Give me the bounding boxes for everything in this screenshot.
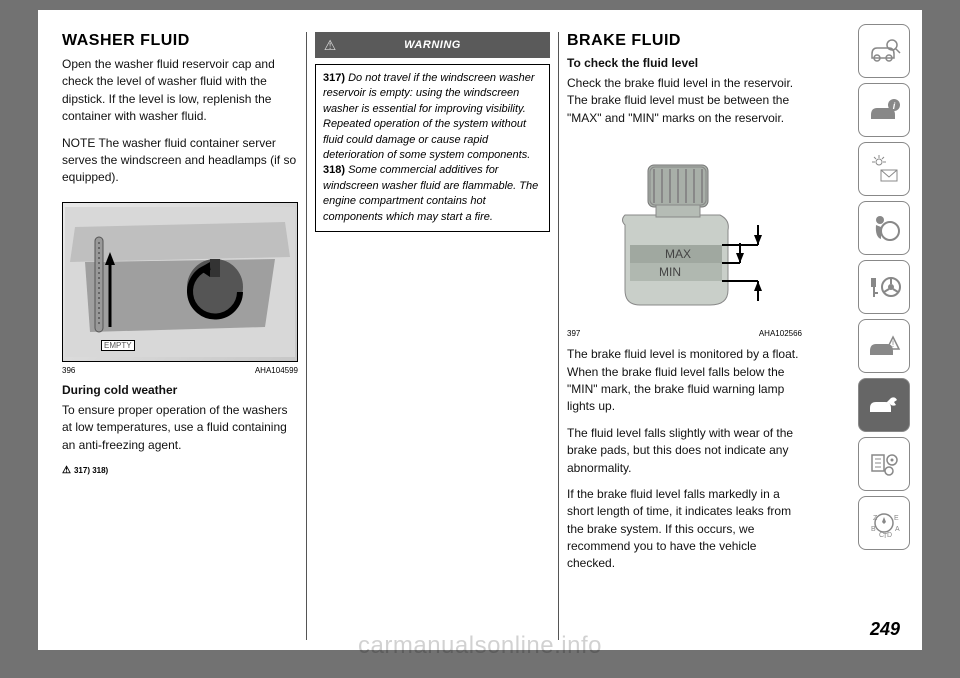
warning-number: 317) [323, 72, 345, 84]
warning-icon: ⚠ [315, 37, 345, 54]
warning-box: 317) Do not travel if the windscreen was… [315, 64, 550, 232]
sidebar-item-maintenance[interactable] [858, 378, 910, 432]
page-number: 249 [870, 619, 900, 640]
sidebar-item-vehicle-search[interactable] [858, 24, 910, 78]
subheading-check-level: To check the fluid level [567, 56, 802, 70]
column-1: WASHER FLUID Open the washer fluid reser… [54, 32, 306, 640]
sidebar-item-specifications[interactable] [858, 437, 910, 491]
figure-code: AHA102566 [759, 329, 802, 338]
paragraph: The brake fluid level is monitored by a … [567, 346, 802, 416]
sidebar-item-airbag[interactable] [858, 201, 910, 255]
figure-caption: 396 AHA104599 [62, 366, 298, 375]
paragraph: Check the brake fluid level in the reser… [567, 75, 802, 127]
max-text: MAX [664, 247, 690, 261]
svg-text:Z: Z [873, 515, 878, 522]
warning-reference: 317) 318) [62, 465, 298, 476]
min-text: MIN [659, 265, 681, 279]
paragraph: Open the washer fluid reservoir cap and … [62, 56, 298, 126]
paragraph: The fluid level falls slightly with wear… [567, 425, 802, 477]
figure-washer-reservoir: EMPTY [62, 202, 298, 362]
label-empty: EMPTY [101, 340, 135, 351]
paragraph: To ensure proper operation of the washer… [62, 402, 298, 454]
svg-text:E: E [894, 515, 899, 522]
paragraph: NOTE The washer fluid container server s… [62, 135, 298, 187]
manual-page: WASHER FLUID Open the washer fluid reser… [38, 10, 922, 650]
section-sidebar: i ! ZEBACDT [858, 24, 910, 550]
column-3: BRAKE FLUID To check the fluid level Che… [558, 32, 810, 640]
warning-number: 318) [323, 164, 345, 176]
sidebar-item-lights[interactable] [858, 142, 910, 196]
svg-text:B: B [871, 526, 876, 533]
warning-text: Some commercial additives for windscreen… [323, 164, 538, 222]
warning-text: Do not travel if the windscreen washer r… [323, 72, 535, 161]
figure-brake-reservoir: MAX MIN [567, 142, 802, 327]
figure-number: 396 [62, 366, 75, 375]
sidebar-item-vehicle-info[interactable]: i [858, 83, 910, 137]
heading-washer-fluid: WASHER FLUID [62, 32, 298, 50]
sidebar-item-key-wheel[interactable] [858, 260, 910, 314]
heading-brake-fluid: BRAKE FLUID [567, 32, 802, 50]
figure-number: 397 [567, 329, 580, 338]
watermark: carmanualsonline.info [358, 632, 602, 660]
sidebar-item-warning[interactable]: ! [858, 319, 910, 373]
svg-text:T: T [883, 533, 888, 540]
paragraph: If the brake fluid level falls markedly … [567, 486, 802, 573]
subheading-cold-weather: During cold weather [62, 383, 298, 397]
column-2: ⚠ WARNING 317) Do not travel if the wind… [306, 32, 558, 640]
figure-caption: 397 AHA102566 [567, 329, 802, 338]
svg-text:D: D [887, 532, 892, 539]
warning-header: ⚠ WARNING [315, 32, 550, 58]
figure-code: AHA104599 [255, 366, 298, 375]
svg-text:A: A [895, 526, 900, 533]
warning-label: WARNING [345, 39, 550, 51]
svg-text:!: ! [892, 339, 895, 349]
sidebar-item-index[interactable]: ZEBACDT [858, 496, 910, 550]
